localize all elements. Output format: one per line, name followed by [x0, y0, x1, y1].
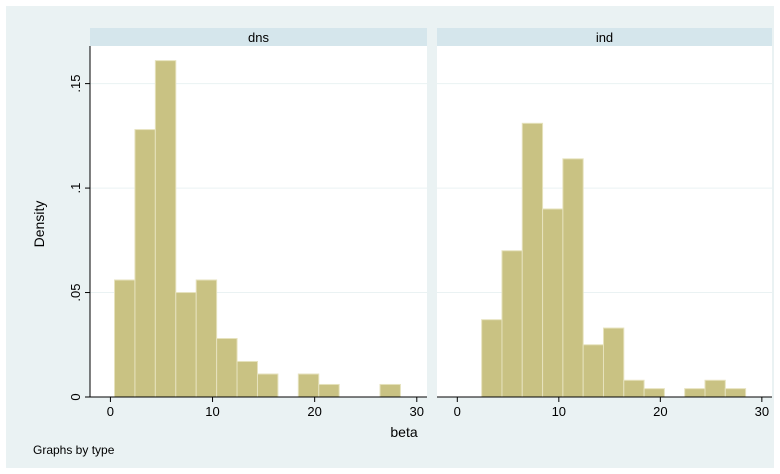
histogram-bar [134, 129, 156, 398]
histogram-bar [175, 292, 197, 398]
panel-strip [90, 28, 427, 46]
histogram-bar [236, 360, 258, 398]
panel-ind: ind 0 10 20 30 [437, 28, 772, 419]
histogram-bar [562, 158, 584, 398]
histogram-bar [684, 388, 706, 398]
histogram-bar [318, 383, 340, 398]
x-tick-label: 10 [552, 404, 566, 419]
graphs-by-note: Graphs by type [33, 443, 115, 457]
x-tick-label: 20 [307, 404, 321, 419]
histogram-bar [154, 60, 177, 398]
histogram-bar [643, 388, 665, 398]
x-tick-label: 30 [755, 404, 769, 419]
x-tick-label: 0 [107, 404, 114, 419]
histogram-bar [195, 279, 218, 398]
panel-strip [437, 28, 772, 46]
y-axis: 0 .05 .1 .15 [68, 46, 91, 401]
histogram-bar [704, 379, 726, 398]
y-axis-title: Density [31, 201, 47, 248]
y-tick-label: .1 [68, 183, 83, 194]
y-tick-label: .05 [68, 283, 83, 301]
x-tick-label: 10 [205, 404, 219, 419]
x-tick-label: 20 [653, 404, 667, 419]
histogram-bar [379, 383, 401, 398]
x-axis-title: beta [390, 424, 417, 440]
histogram-bar [481, 319, 503, 398]
histogram-bar [602, 327, 625, 398]
histogram-bar [216, 338, 238, 398]
histogram-bar [724, 388, 747, 398]
panel-dns: dns 0 10 20 30 [90, 28, 427, 419]
histogram-bar [542, 208, 564, 398]
y-tick-label: .15 [68, 75, 83, 93]
histogram-bar [114, 279, 136, 398]
y-tick-label: 0 [68, 393, 83, 400]
histogram-bar [256, 373, 279, 398]
x-tick-label: 30 [410, 404, 424, 419]
histogram-bar [297, 373, 320, 398]
histogram-bar [623, 379, 645, 398]
histogram-bar [521, 122, 544, 398]
panel-strip-label: dns [248, 30, 269, 45]
histogram-bar [501, 250, 523, 398]
histogram-bar [582, 344, 604, 398]
x-tick-label: 0 [454, 404, 461, 419]
panel-strip-label: ind [596, 30, 613, 45]
